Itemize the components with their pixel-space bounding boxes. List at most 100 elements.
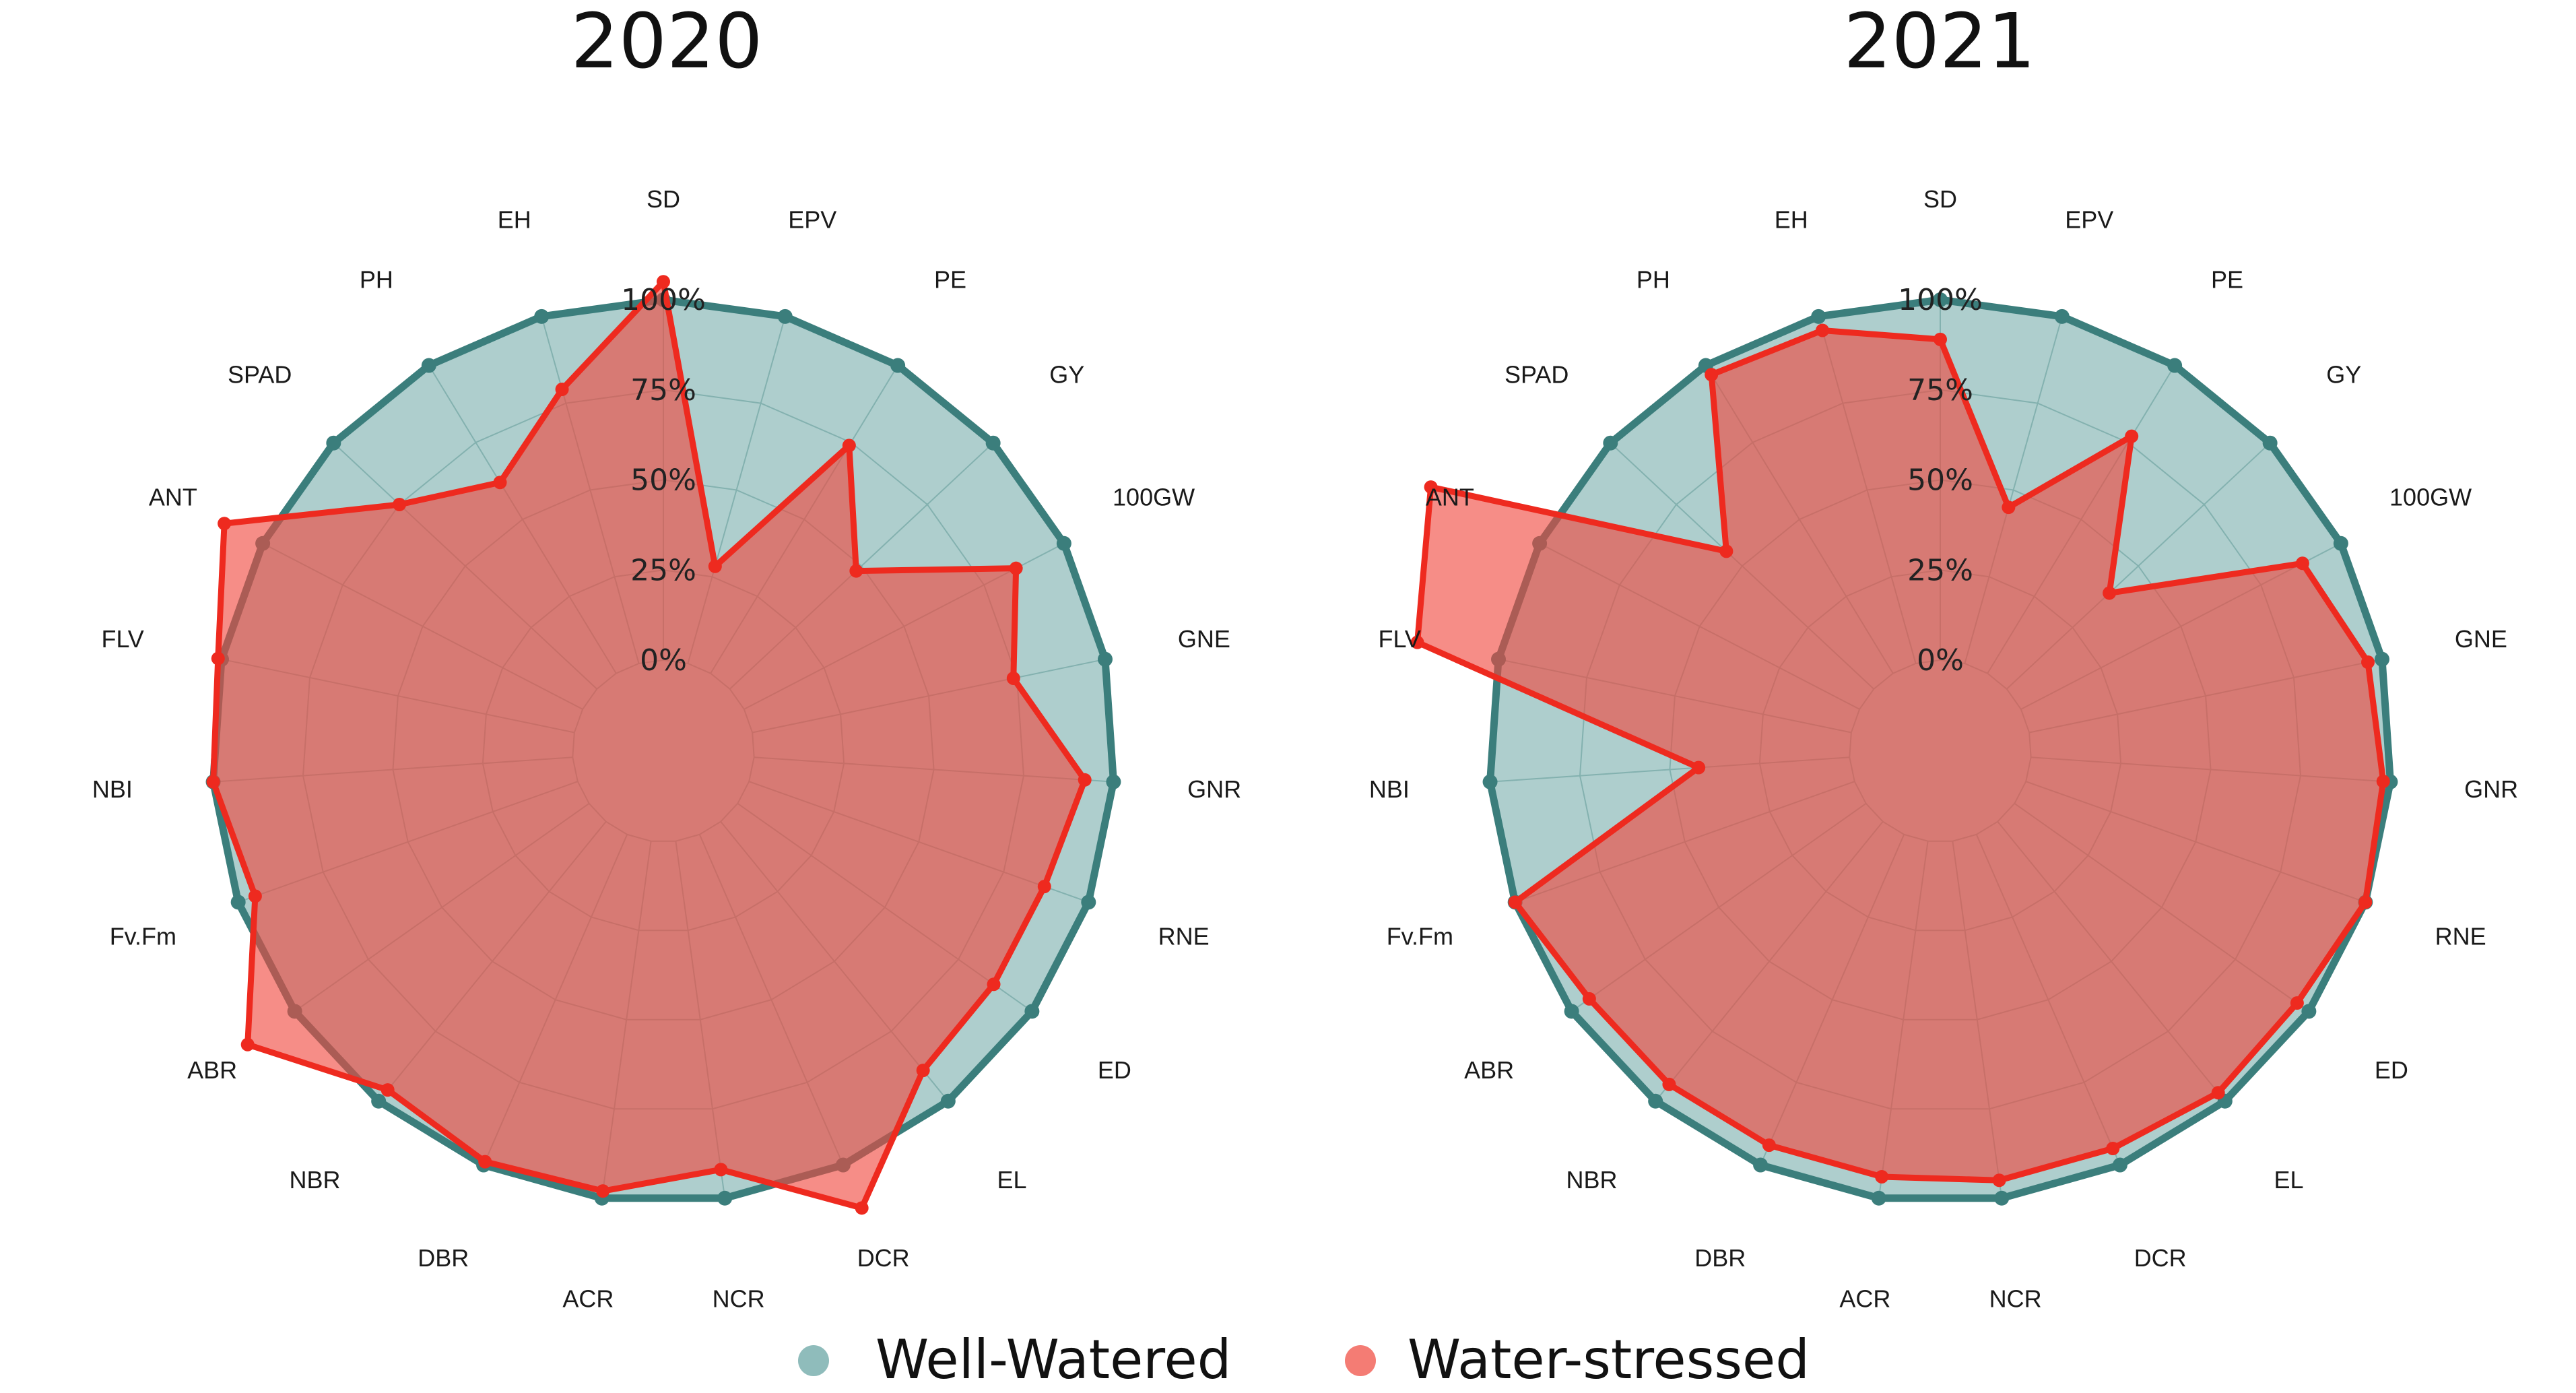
series-line [210, 278, 1088, 1211]
tick-label: 100% [621, 283, 706, 317]
data-point-abr [1564, 1004, 1579, 1019]
data-point-dcr [855, 1201, 869, 1215]
axis-label-gnr: GNR [1187, 775, 1241, 803]
tick-label: 0% [640, 643, 687, 678]
data-point-100gw [1056, 536, 1071, 551]
axis-label-eh: EH [1775, 205, 1808, 233]
axis-label-flv: FLV [101, 625, 143, 653]
axis-label-ant: ANT [1426, 484, 1474, 511]
legend-label-well-watered: Well-Watered [876, 1328, 1231, 1391]
axis-label-acr: ACR [562, 1285, 614, 1312]
data-point-eh [1816, 323, 1830, 337]
axis-label-ed: ED [1098, 1056, 1131, 1084]
axis-label-epv: EPV [788, 205, 836, 233]
data-point-gy [985, 435, 1001, 451]
data-point-ed [2301, 1004, 2317, 1019]
legend: Well-Watered Water-stressed [798, 1328, 1810, 1391]
data-point-ncr [717, 1190, 733, 1206]
data-point-ncr [1994, 1190, 2010, 1206]
data-point-nbi [206, 775, 220, 789]
axis-label-el: EL [2274, 1166, 2303, 1194]
data-point-gy [849, 564, 863, 578]
data-point-dbr [478, 1155, 492, 1169]
data-point-gnr [1106, 774, 1121, 789]
series-area [1417, 330, 2383, 1181]
data-point-gnr [1078, 773, 1092, 787]
axis-label-el: EL [997, 1166, 1026, 1194]
data-point-spad [1603, 435, 1618, 451]
axis-label-pe: PE [2211, 265, 2243, 293]
data-point-rne [2358, 895, 2373, 909]
radar-panel-2021: 2021 0% 25% 50% 75% 100% SD EPV PE GY 100GW GNE GNR R… [1369, 0, 2518, 1312]
data-point-100gw [2333, 536, 2348, 551]
data-point-epv [2002, 500, 2016, 515]
axis-label-dcr: DCR [857, 1244, 910, 1272]
data-point-acr [1875, 1169, 1889, 1184]
legend-swatch-well-watered [798, 1345, 829, 1376]
data-point-ant [218, 517, 232, 531]
axis-label-gy: GY [1049, 360, 1084, 388]
data-point-acr [1871, 1190, 1886, 1206]
axis-label-nbr: NBR [1566, 1166, 1618, 1194]
data-point-el [916, 1064, 930, 1078]
data-point-gne [2361, 655, 2375, 670]
data-point-sd [1934, 332, 1947, 346]
axis-label-sd: SD [647, 185, 680, 213]
data-point-gne [2374, 651, 2389, 667]
data-point-ncr [1992, 1173, 2006, 1188]
axis-label-gne: GNE [1178, 625, 1230, 653]
axis-label-fv-fm: Fv.Fm [110, 923, 176, 950]
series-water-stressed [206, 275, 1092, 1215]
data-point-flv [1410, 635, 1424, 649]
radar-panel-2020: 2020 0% 25% 50% 75% 100% SD EPV PE GY 100GW GNE GNR R… [92, 0, 1241, 1312]
data-point-gy [2262, 435, 2278, 451]
data-point-el [2211, 1086, 2225, 1100]
data-point-pe [2125, 429, 2139, 443]
data-point-dbr [1753, 1157, 1769, 1173]
data-point-pe [842, 439, 856, 453]
data-point-ant [1424, 480, 1438, 494]
axis-label-fv-fm: Fv.Fm [1387, 923, 1453, 950]
data-point-rne [1037, 880, 1051, 894]
axis-label-100gw: 100GW [1113, 484, 1195, 511]
axis-label-abr: ABR [1464, 1056, 1514, 1084]
axis-label-rne: RNE [1158, 923, 1210, 950]
data-point-acr [596, 1184, 610, 1198]
data-point-ph [1705, 368, 1719, 382]
data-point-dbr [1762, 1138, 1776, 1153]
data-point-sd [657, 275, 670, 289]
series-area [213, 282, 1085, 1208]
data-point-nbr [1662, 1077, 1676, 1091]
data-point-nbr [381, 1083, 395, 1097]
axis-label-ph: PH [1637, 265, 1670, 293]
data-point-epv [708, 559, 722, 573]
axis-label-ant: ANT [149, 484, 197, 511]
axis-label-flv: FLV [1378, 625, 1420, 653]
data-point-nbr [1648, 1093, 1663, 1109]
tick-label: 0% [1917, 643, 1964, 678]
legend-swatch-water-stressed [1345, 1345, 1376, 1376]
chart-title: 2020 [570, 0, 762, 86]
data-point-epv [2054, 309, 2070, 324]
axis-label-dbr: DBR [1694, 1244, 1746, 1272]
data-point-eh [534, 309, 550, 324]
axis-label-ncr: NCR [713, 1285, 765, 1312]
data-point-abr [240, 1037, 255, 1051]
data-point-ncr [714, 1163, 728, 1177]
axis-label-ph: PH [360, 265, 393, 293]
data-point-nbi [1482, 774, 1498, 789]
data-point-sd [1933, 292, 1948, 307]
tick-label: 25% [630, 553, 696, 587]
tick-label: 75% [1907, 373, 1973, 408]
data-point-100gw [1009, 561, 1023, 575]
series-water-stressed [1410, 323, 2390, 1188]
data-point-spad [326, 435, 341, 451]
axis-label-nbi: NBI [92, 775, 133, 803]
data-point-ph [493, 476, 507, 490]
data-point-pe [2167, 358, 2183, 373]
tick-label: 100% [1898, 283, 1983, 317]
series-line [1414, 327, 2387, 1184]
data-point-el [940, 1093, 956, 1109]
data-point-ed [987, 977, 1001, 992]
